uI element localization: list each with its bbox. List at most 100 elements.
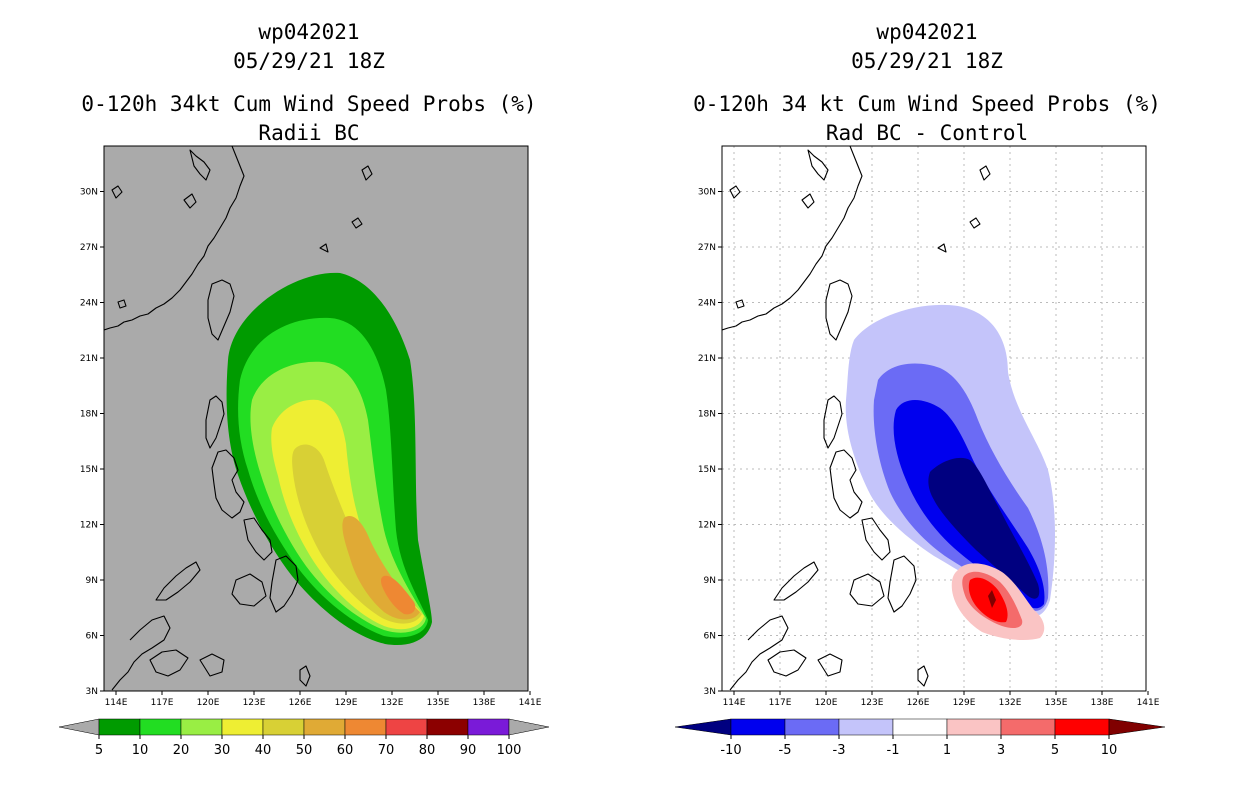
diff-contour-plus5 <box>968 577 1008 623</box>
right-lat-label: 3N <box>704 687 716 697</box>
right-storm-id: wp042021 <box>876 20 978 44</box>
diff-contour-minus10 <box>928 457 1040 599</box>
left-colorbar-swatch <box>426 718 469 736</box>
right-gridlines <box>722 146 1146 691</box>
left-lon-label: 129E <box>335 698 358 708</box>
right-difference-field <box>845 304 1055 640</box>
left-lon-label: 123E <box>243 698 266 708</box>
left-colorbar-swatch <box>467 718 510 736</box>
right-colorbar-under-triangle <box>674 718 732 736</box>
right-lon-label: 141E <box>1137 698 1160 708</box>
left-lat-label: 6N <box>86 632 98 642</box>
right-lon-label: 117E <box>769 698 792 708</box>
right-lon-label: 120E <box>815 698 838 708</box>
left-map-figure: 114E 117E 120E 123E 126E 129E 132E 135E 138E 141E… <box>58 145 550 758</box>
left-lat-label: 27N <box>80 243 98 253</box>
left-lon-label: 120E <box>197 698 220 708</box>
left-colorbar: 5 10 20 30 40 50 60 70 80 90 100 <box>58 718 550 758</box>
left-lat-label: 30N <box>80 188 98 198</box>
right-colorbar-swatch <box>730 718 786 736</box>
right-lon-label: 135E <box>1045 698 1068 708</box>
right-colorbar-label: -10 <box>720 743 741 758</box>
right-lon-label: 132E <box>999 698 1022 708</box>
right-title: 0-120h 34 kt Cum Wind Speed Probs (%) <box>693 92 1161 116</box>
left-lon-label: 141E <box>519 698 542 708</box>
right-lat-label: 15N <box>698 465 716 475</box>
left-colorbar-label: 80 <box>419 743 436 758</box>
right-colorbar: -10 -5 -3 -1 1 3 5 10 <box>674 718 1166 758</box>
right-colorbar-label: 1 <box>943 743 951 758</box>
left-colorbar-label: 60 <box>337 743 354 758</box>
right-map-frame <box>721 145 1147 692</box>
left-lat-label: 9N <box>86 576 98 586</box>
right-subtitle: Rad BC - Control <box>825 121 1029 145</box>
right-lon-label: 126E <box>907 698 930 708</box>
right-colorbar-label: -3 <box>833 743 846 758</box>
right-lat-label: 27N <box>698 243 716 253</box>
left-colorbar-swatch <box>139 718 182 736</box>
left-colorbar-swatch <box>262 718 305 736</box>
prob-contour-40 <box>292 444 422 624</box>
left-axis-ticks: 114E 117E 120E 123E 126E 129E 132E 135E 138E 141E… <box>80 188 542 709</box>
right-datetime: 05/29/21 18Z <box>851 49 1003 73</box>
left-colorbar-swatch <box>344 718 387 736</box>
right-lat-label: 9N <box>704 576 716 586</box>
left-colorbar-label: 90 <box>460 743 477 758</box>
right-colorbar-swatch <box>946 718 1002 736</box>
left-lat-label: 18N <box>80 410 98 420</box>
left-probability-field <box>226 272 432 646</box>
left-colorbar-swatch <box>221 718 264 736</box>
diff-contour-plus10 <box>988 590 996 608</box>
left-datetime: 05/29/21 18Z <box>233 49 385 73</box>
left-lat-label: 3N <box>86 687 98 697</box>
left-lat-label: 15N <box>80 465 98 475</box>
left-colorbar-under-triangle <box>58 718 100 736</box>
right-colorbar-over-triangle <box>1108 718 1166 736</box>
left-colorbar-label: 10 <box>132 743 149 758</box>
right-lon-label: 138E <box>1091 698 1114 708</box>
left-colorbar-label: 40 <box>255 743 272 758</box>
left-colorbar-label: 100 <box>497 743 522 758</box>
right-colorbar-label: -5 <box>779 743 792 758</box>
right-lat-label: 30N <box>698 188 716 198</box>
left-lon-label: 132E <box>381 698 404 708</box>
left-colorbar-label: 50 <box>296 743 313 758</box>
left-colorbar-label: 70 <box>378 743 395 758</box>
left-colorbar-over-triangle <box>508 718 550 736</box>
left-lat-label: 12N <box>80 521 98 531</box>
right-lat-label: 6N <box>704 632 716 642</box>
left-lon-label: 114E <box>105 698 128 708</box>
left-storm-id: wp042021 <box>258 20 360 44</box>
left-colorbar-swatch <box>180 718 223 736</box>
left-lon-label: 138E <box>473 698 496 708</box>
right-colorbar-swatch <box>1054 718 1110 736</box>
right-lat-label: 24N <box>698 299 716 309</box>
left-lon-label: 126E <box>289 698 312 708</box>
prob-contour-60 <box>380 575 416 615</box>
right-colorbar-swatch <box>838 718 894 736</box>
left-lat-label: 24N <box>80 299 98 309</box>
right-lon-label: 129E <box>953 698 976 708</box>
right-colorbar-swatch <box>784 718 840 736</box>
right-colorbar-label: -1 <box>887 743 900 758</box>
right-lat-label: 12N <box>698 521 716 531</box>
left-colorbar-label: 30 <box>214 743 231 758</box>
right-panel: wp042021 05/29/21 18Z 0-120h 34 kt Cum W… <box>618 0 1236 800</box>
right-coastlines <box>722 146 991 691</box>
left-coastlines <box>104 146 373 691</box>
right-colorbar-swatch <box>892 718 948 736</box>
left-lat-label: 21N <box>80 354 98 364</box>
left-colorbar-swatch <box>385 718 428 736</box>
right-colorbar-label: 5 <box>1051 743 1059 758</box>
left-lon-label: 135E <box>427 698 450 708</box>
right-lat-label: 21N <box>698 354 716 364</box>
left-map-frame <box>103 145 529 692</box>
left-lon-label: 117E <box>151 698 174 708</box>
right-map-figure: 114E 117E 120E 123E 126E 129E 132E 135E 138E 141E… <box>674 145 1166 758</box>
left-panel: wp042021 05/29/21 18Z 0-120h 34kt Cum Wi… <box>58 20 550 758</box>
left-colorbar-label: 5 <box>95 743 103 758</box>
left-colorbar-label: 20 <box>173 743 190 758</box>
right-lon-label: 114E <box>723 698 746 708</box>
right-colorbar-swatch <box>1000 718 1056 736</box>
right-colorbar-label: 3 <box>997 743 1005 758</box>
